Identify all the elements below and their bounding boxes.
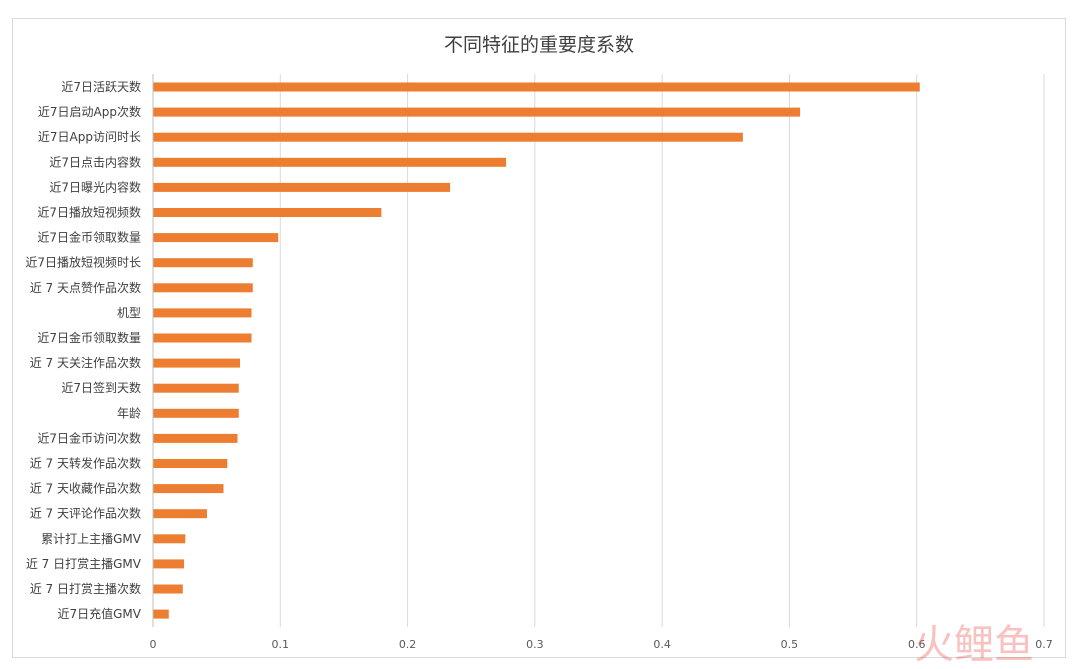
bar [153,358,241,368]
bar [153,559,185,569]
category-label: 近7日播放短视频时长 [25,255,141,270]
bar [153,157,507,167]
svg-text:火鲤鱼: 火鲤鱼 [914,622,1034,666]
x-tick-label: 0.6 [908,638,926,651]
x-tick-label: 0.1 [272,638,290,651]
x-tick-label: 0.3 [526,638,544,651]
bar [153,308,252,318]
category-label: 近7日点击内容数 [49,154,141,169]
bar [153,584,183,594]
bar [153,484,224,494]
category-labels: 近7日活跃天数近7日启动App次数近7日App访问时长近7日点击内容数近7日曝光… [25,79,141,621]
bar [153,408,239,418]
chart-title: 不同特征的重要度系数 [443,34,634,56]
category-label: 近7日金币访问次数 [37,430,141,445]
bar [153,182,451,192]
category-label: 近7日充值GMV [58,606,142,621]
category-label: 近7日金币领取数量 [37,330,141,345]
bar [153,609,169,619]
category-label: 近7日活跃天数 [61,79,141,94]
category-label: 近7日App访问时长 [38,130,141,144]
category-label: 近 7 天点赞作品次数 [30,280,141,295]
category-label: 近7日启动App次数 [38,104,141,119]
category-label: 近7日播放短视频数 [37,205,141,220]
bar [153,459,228,468]
category-label: 近 7 日打赏主播GMV [26,557,142,571]
category-label: 累计打上主播GMV [41,532,142,546]
bar [153,233,279,243]
bar [153,383,239,393]
category-label: 近 7 天评论作品次数 [30,506,141,521]
category-label: 年龄 [117,406,141,420]
grid-layer [152,74,1045,627]
bar [153,107,801,117]
bar-layer [153,82,920,619]
category-label: 近 7 天收藏作品次数 [30,481,141,496]
bar [153,534,186,544]
category-label: 机型 [117,306,141,320]
bar [153,283,253,293]
bar [153,82,920,92]
watermark-logo-icon: 火鲤鱼 [914,622,1034,666]
bar [153,433,238,443]
category-label: 近7日曝光内容数 [49,179,141,194]
bar [153,509,207,519]
bar [153,132,743,142]
x-tick-label: 0.7 [1035,638,1053,651]
x-tick-label: 0 [150,638,157,651]
x-tick-label: 0.2 [399,638,417,651]
category-label: 近 7 日打赏主播次数 [30,581,141,596]
category-label: 近 7 天转发作品次数 [30,456,141,471]
x-tick-label: 0.5 [781,638,799,651]
bar [153,258,253,268]
x-tick-labels: 0 0.1 0.2 0.3 0.4 0.5 0.6 0.7 [150,638,1053,651]
x-tick-label: 0.4 [653,638,671,651]
bar [153,208,382,217]
category-label: 近7日金币领取数量 [37,230,141,245]
category-label: 近 7 天关注作品次数 [30,355,141,370]
category-label: 近7日签到天数 [61,380,141,395]
bar [153,333,252,343]
